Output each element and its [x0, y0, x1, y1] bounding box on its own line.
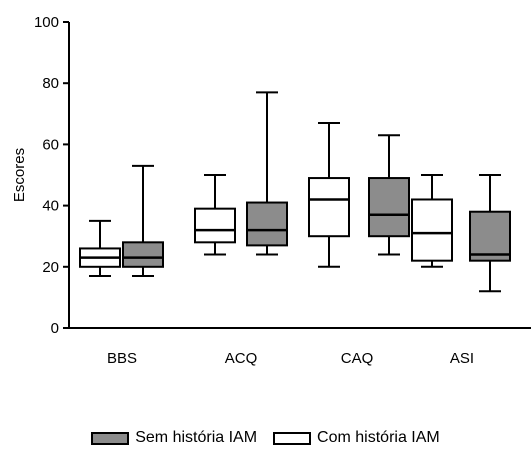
category-label-caq: CAQ — [341, 350, 374, 367]
x-axis: BBS ACQ CAQ ASI — [69, 327, 531, 367]
box-sem-acq — [246, 91, 288, 256]
legend-swatch-sem — [91, 431, 130, 445]
boxplot-chart: 0 20 40 60 80 100 BBS ACQ CAQ ASI Escores — [11, 14, 531, 367]
y-tick-label-60: 60 — [42, 136, 59, 153]
boxes — [79, 91, 511, 293]
y-tick-label-20: 20 — [42, 259, 59, 276]
box-sem-asi — [469, 174, 511, 293]
box-iqr — [368, 177, 410, 238]
y-tick-label-0: 0 — [51, 320, 59, 337]
legend-item-com: Com história IAM — [273, 429, 440, 447]
category-label-asi: ASI — [450, 350, 474, 367]
legend-label-sem: Sem história IAM — [135, 429, 258, 446]
box-iqr — [469, 210, 511, 262]
legend-item-sem: Sem história IAM — [91, 429, 257, 447]
y-tick-label-40: 40 — [42, 198, 59, 215]
box-iqr — [308, 177, 350, 238]
y-tick-label-80: 80 — [42, 75, 59, 92]
legend: Sem história IAM Com história IAM — [0, 428, 531, 448]
box-iqr — [246, 201, 288, 247]
category-label-bbs: BBS — [107, 350, 137, 367]
y-axis: 0 20 40 60 80 100 — [34, 14, 70, 337]
box-com-caq — [308, 121, 350, 268]
legend-label-com: Com história IAM — [317, 429, 440, 446]
legend-swatch-com — [273, 431, 312, 445]
category-label-acq: ACQ — [225, 350, 258, 367]
box-com-bbs — [79, 219, 121, 277]
box-com-asi — [411, 174, 453, 268]
box-sem-caq — [368, 134, 410, 256]
y-tick-label-100: 100 — [34, 14, 59, 31]
box-sem-bbs — [122, 164, 164, 277]
y-axis-title: Escores — [11, 148, 28, 202]
box-iqr — [194, 207, 236, 244]
box-iqr — [411, 198, 453, 262]
box-iqr — [122, 241, 164, 268]
box-com-acq — [194, 174, 236, 256]
